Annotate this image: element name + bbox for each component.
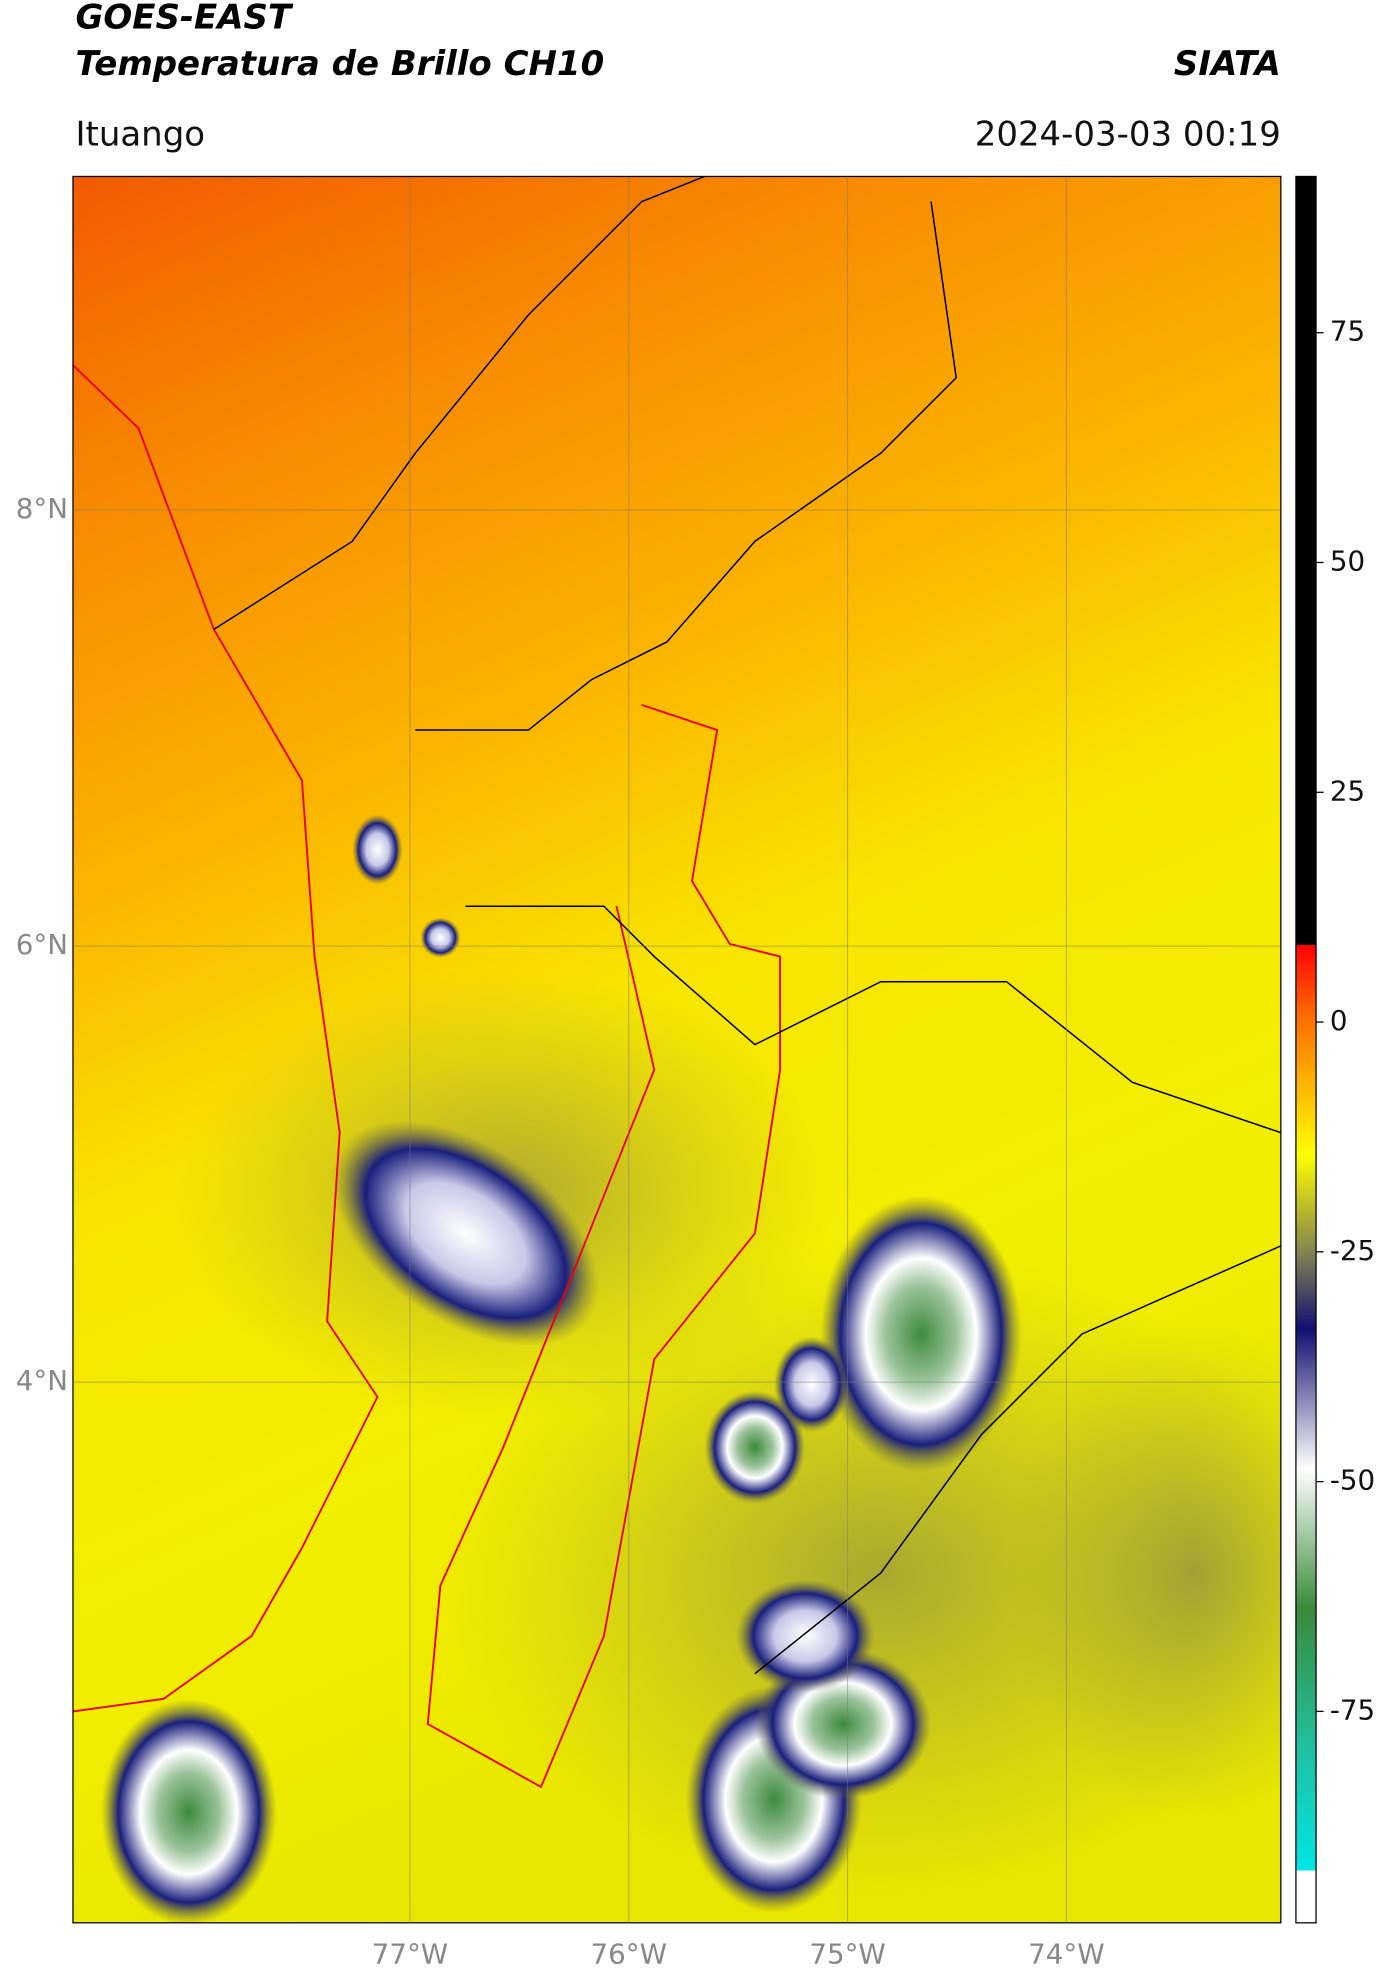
colorbar-tick-label: 75 <box>1330 315 1365 348</box>
colorbar-tick-label: 0 <box>1330 1004 1348 1037</box>
title: GOES-EAST <box>75 0 293 38</box>
colorbar-tick-label: 50 <box>1330 544 1365 577</box>
x-tick-label: 75°W <box>809 1938 885 1971</box>
map-frame <box>72 175 1282 1924</box>
subtitle: Temperatura de Brillo CH10 <box>75 44 604 84</box>
colorbar-tick-label: 25 <box>1330 774 1365 807</box>
y-tick-label: 8°N <box>16 492 68 525</box>
colorbar-tick-label: -50 <box>1330 1464 1375 1497</box>
x-tick-label: 77°W <box>372 1938 448 1971</box>
brand: SIATA <box>1174 44 1281 84</box>
x-tick-label: 74°W <box>1028 1938 1104 1971</box>
colorbar-tick-label: -25 <box>1330 1234 1375 1267</box>
location: Ituango <box>75 115 205 155</box>
y-tick-label: 6°N <box>16 928 68 961</box>
colorbar-tick-label: -75 <box>1330 1693 1375 1726</box>
x-tick-label: 76°W <box>591 1938 667 1971</box>
colorbar <box>1295 175 1317 1924</box>
y-tick-label: 4°N <box>16 1364 68 1397</box>
timestamp: 2024-03-03 00:19 <box>975 115 1281 155</box>
map-image <box>72 176 1281 1923</box>
